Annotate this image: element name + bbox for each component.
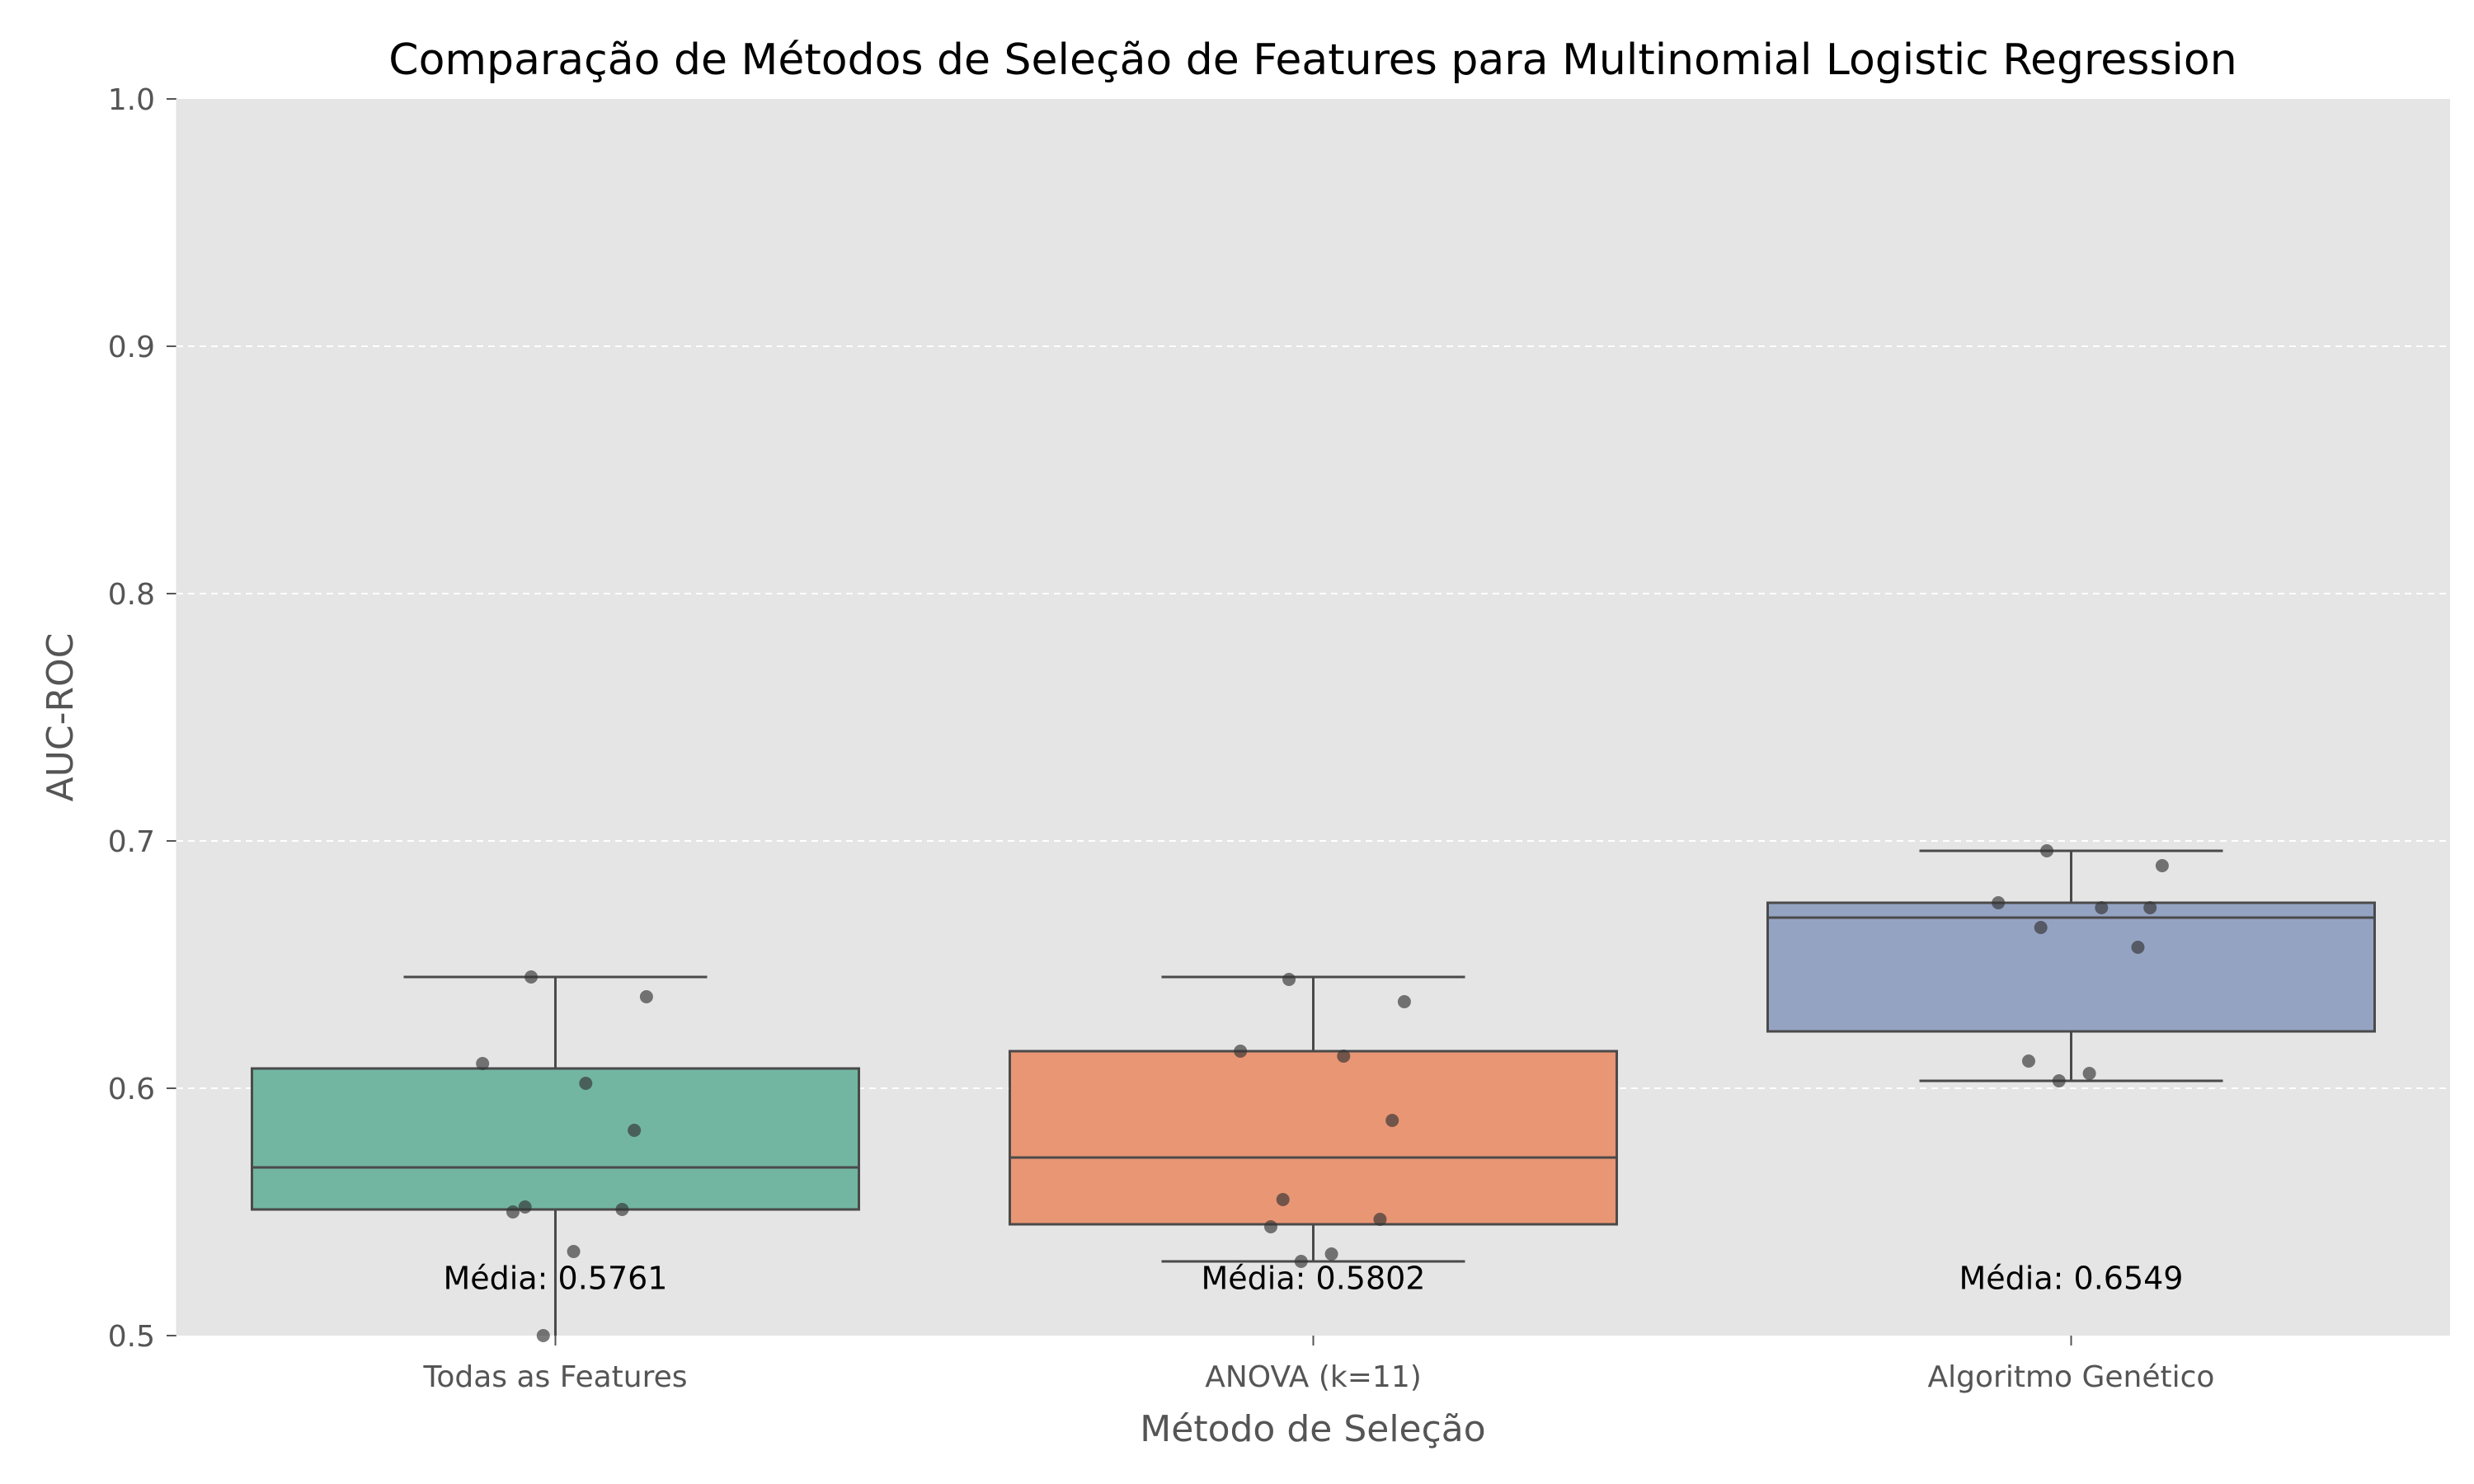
data-point <box>2040 844 2054 857</box>
data-point <box>2082 1067 2096 1080</box>
x-tick-label: Algoritmo Genético <box>1928 1360 2215 1394</box>
data-point <box>1397 995 1411 1008</box>
data-point <box>567 1245 581 1258</box>
iqr-box <box>1009 1050 1618 1226</box>
data-point <box>506 1205 520 1219</box>
data-point <box>1337 1050 1351 1063</box>
data-point <box>2095 901 2109 914</box>
data-point <box>2034 921 2048 934</box>
data-point <box>524 970 539 984</box>
data-points <box>476 844 2169 1342</box>
y-tick-label: 0.5 <box>108 1320 155 1354</box>
y-tick-label: 0.7 <box>108 825 155 859</box>
data-point <box>628 1124 642 1137</box>
data-point <box>476 1057 490 1070</box>
data-point <box>1385 1114 1399 1127</box>
y-axis-label: AUC-ROC <box>40 633 82 802</box>
boxes <box>251 849 2376 1336</box>
data-point <box>1282 973 1296 986</box>
data-point <box>639 990 653 1003</box>
mean-label: Média: 0.6549 <box>1959 1261 2184 1297</box>
data-point <box>1263 1220 1277 1233</box>
data-point <box>1324 1247 1338 1261</box>
chart-title: Comparação de Métodos de Seleção de Feat… <box>388 35 2236 85</box>
data-point <box>1373 1213 1387 1226</box>
data-point <box>536 1329 550 1342</box>
x-tick-label: ANOVA (k=11) <box>1205 1360 1422 1394</box>
x-tick-label: Todas as Features <box>422 1360 687 1394</box>
mean-label: Média: 0.5802 <box>1202 1261 1426 1297</box>
data-point <box>579 1077 593 1090</box>
labels: Média: 0.5761 Média: 0.5802 Média: 0.6549 <box>444 1261 2184 1297</box>
data-point <box>2052 1074 2066 1087</box>
data-point <box>2143 901 2157 914</box>
data-point <box>615 1203 629 1216</box>
axes: 0.5 0.6 0.7 0.8 0.9 1.0 Todas as Features ANOVA… <box>108 83 2215 1394</box>
y-tick-label: 0.6 <box>108 1073 155 1106</box>
iqr-box <box>1766 901 2376 1033</box>
data-point <box>1276 1193 1290 1206</box>
data-point <box>2021 1054 2035 1068</box>
data-point <box>2155 859 2169 872</box>
mean-label: Média: 0.5761 <box>444 1261 668 1297</box>
y-tick-label: 0.9 <box>108 331 155 364</box>
y-tick-label: 0.8 <box>108 578 155 612</box>
data-point <box>2131 941 2145 954</box>
data-point <box>1294 1255 1308 1268</box>
data-point <box>1234 1045 1248 1058</box>
x-axis-label: Método de Seleção <box>1140 1408 1485 1450</box>
data-point <box>1992 896 2006 909</box>
data-point <box>518 1200 532 1214</box>
iqr-box <box>251 1067 860 1211</box>
y-tick-label: 1.0 <box>108 83 155 117</box>
